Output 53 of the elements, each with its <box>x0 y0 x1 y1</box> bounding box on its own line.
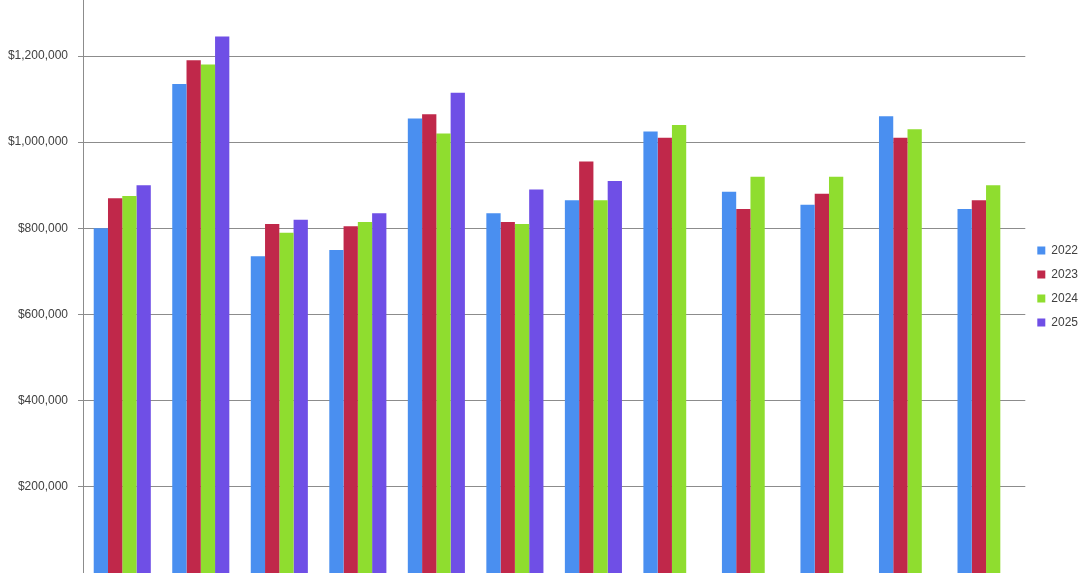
bar <box>893 137 908 573</box>
bar <box>422 114 437 573</box>
bar <box>721 191 737 573</box>
bar <box>357 221 373 573</box>
bar <box>750 176 765 573</box>
bar <box>657 137 672 573</box>
bar <box>529 189 544 573</box>
bar <box>450 92 465 573</box>
y-tick-label: $200,000 <box>17 479 69 494</box>
bar <box>736 208 751 573</box>
bar <box>593 200 608 573</box>
bar <box>514 224 530 573</box>
bar <box>907 129 922 573</box>
bar <box>343 226 358 573</box>
bar <box>436 133 451 573</box>
bar <box>279 232 294 573</box>
bar <box>814 193 829 573</box>
bar <box>486 213 501 573</box>
bar <box>579 161 594 573</box>
bar <box>800 204 815 573</box>
bar <box>828 176 844 573</box>
bar <box>136 185 151 573</box>
bar <box>172 84 187 573</box>
bar <box>607 180 622 573</box>
bar <box>971 200 987 573</box>
bar <box>122 196 137 573</box>
legend-label: 2023 <box>1051 266 1079 281</box>
y-tick-label: $1,200,000 <box>7 48 69 63</box>
legend-label: 2022 <box>1051 242 1079 257</box>
bar <box>986 185 1001 573</box>
y-tick-label: $1,000,000 <box>7 134 69 149</box>
bar <box>293 219 308 573</box>
bar <box>250 256 266 573</box>
bar <box>500 221 515 573</box>
y-tick-label: $600,000 <box>17 306 69 321</box>
bar <box>671 124 687 573</box>
bar <box>564 200 580 573</box>
bar <box>407 118 423 573</box>
legend-label: 2024 <box>1051 290 1079 305</box>
bar <box>215 36 230 573</box>
y-tick-label: $800,000 <box>17 220 69 235</box>
bar <box>107 198 123 573</box>
bar <box>329 249 344 573</box>
bar <box>372 213 387 573</box>
bar <box>878 116 894 573</box>
legend-label: 2025 <box>1051 314 1079 329</box>
bar <box>265 224 280 573</box>
bar <box>200 64 216 573</box>
bar <box>186 60 201 573</box>
y-tick-label: $400,000 <box>17 392 69 407</box>
bar <box>93 228 108 573</box>
bar <box>643 131 658 573</box>
bar <box>957 208 972 573</box>
